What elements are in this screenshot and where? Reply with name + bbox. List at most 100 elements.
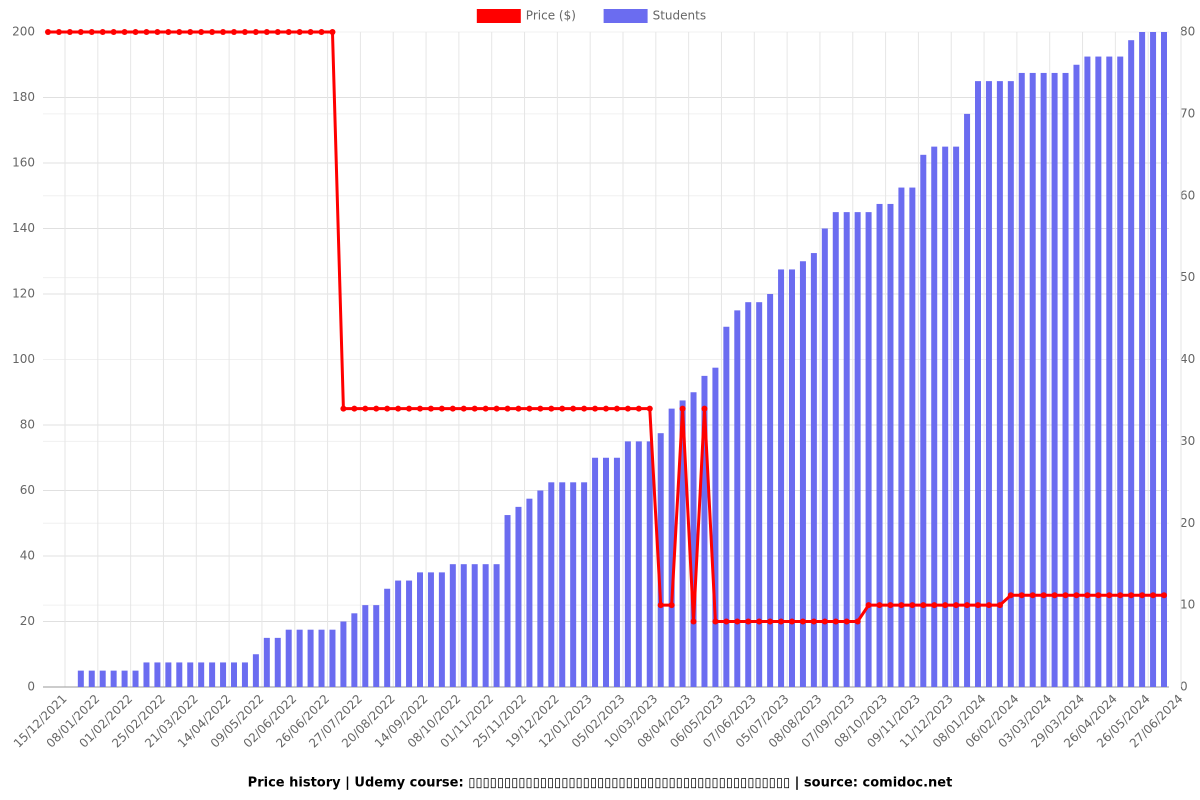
point — [274, 29, 281, 35]
y2-tick-label: 80 — [1180, 25, 1195, 39]
point — [1128, 592, 1135, 599]
point — [460, 405, 467, 412]
y-tick-label: 140 — [12, 221, 35, 235]
y-tick-label: 120 — [12, 287, 35, 301]
bar — [504, 515, 511, 687]
bar — [88, 670, 95, 687]
bar — [832, 212, 839, 687]
y-tick-label: 20 — [20, 614, 35, 628]
bar — [701, 375, 708, 687]
point — [88, 29, 95, 35]
bar — [296, 629, 303, 687]
bar — [854, 212, 861, 687]
bar — [241, 662, 248, 687]
bar — [953, 146, 960, 687]
bar — [635, 441, 642, 687]
point — [1029, 592, 1036, 599]
bar — [789, 269, 795, 687]
bar — [996, 81, 1003, 687]
bar — [898, 187, 905, 687]
bar — [756, 302, 763, 687]
bar — [1040, 72, 1047, 687]
bar — [865, 212, 872, 687]
y-tick-label: 60 — [20, 483, 35, 497]
bar — [613, 457, 620, 687]
legend: Price ($) Students — [476, 9, 707, 23]
bar — [231, 662, 237, 687]
point — [624, 405, 631, 412]
point — [241, 29, 248, 35]
point — [384, 405, 391, 412]
bar — [1029, 72, 1036, 687]
bar — [712, 367, 719, 687]
bar — [1128, 40, 1135, 687]
point — [570, 405, 577, 412]
bar — [1106, 56, 1113, 687]
bar — [460, 564, 467, 687]
legend-swatch — [603, 9, 648, 23]
bar — [154, 662, 161, 687]
point — [77, 29, 84, 35]
point — [613, 405, 620, 412]
legend-label: Price ($) — [526, 9, 576, 23]
point — [143, 29, 150, 35]
point — [373, 405, 380, 412]
bar — [285, 629, 292, 687]
bar — [920, 154, 927, 687]
point — [515, 405, 522, 412]
bar — [1084, 56, 1091, 687]
bar — [1139, 32, 1146, 687]
bar — [493, 564, 500, 687]
bar — [843, 212, 850, 687]
point — [810, 618, 817, 625]
point — [701, 405, 708, 412]
point — [340, 405, 347, 412]
point — [942, 602, 949, 609]
bar — [165, 662, 172, 687]
y-tick-label: 80 — [20, 418, 35, 432]
bar — [362, 605, 369, 687]
point — [537, 405, 544, 412]
point — [493, 405, 500, 412]
point — [679, 405, 686, 412]
bar — [471, 564, 478, 687]
point — [471, 405, 478, 412]
bar — [307, 629, 314, 687]
point — [66, 29, 73, 35]
point — [165, 29, 172, 35]
point — [865, 602, 872, 609]
point — [1007, 592, 1014, 599]
bar — [931, 146, 938, 687]
legend-label: Students — [653, 9, 707, 23]
bar — [559, 482, 566, 687]
point — [449, 405, 456, 412]
y-tick-label: 40 — [20, 549, 35, 563]
y2-tick-label: 70 — [1180, 106, 1195, 120]
point — [778, 618, 785, 625]
bar — [1161, 32, 1167, 687]
bar — [318, 629, 325, 687]
bar — [143, 662, 150, 687]
bar — [876, 203, 883, 687]
point — [1062, 592, 1069, 599]
bar — [384, 588, 391, 687]
point — [351, 405, 358, 412]
bar — [329, 629, 336, 687]
point — [854, 618, 861, 625]
point — [482, 405, 489, 412]
bar — [537, 490, 544, 687]
bar — [438, 572, 445, 687]
bar — [220, 662, 227, 687]
chart-title: Price history | Udemy course: ▯▯▯▯▯▯▯▯▯▯… — [248, 776, 953, 791]
bar — [1117, 56, 1124, 687]
point — [887, 602, 894, 609]
point — [668, 602, 675, 609]
point — [996, 602, 1003, 609]
point — [427, 405, 434, 412]
point — [832, 618, 839, 625]
point — [581, 405, 588, 412]
bar — [723, 326, 730, 687]
point — [548, 405, 555, 412]
